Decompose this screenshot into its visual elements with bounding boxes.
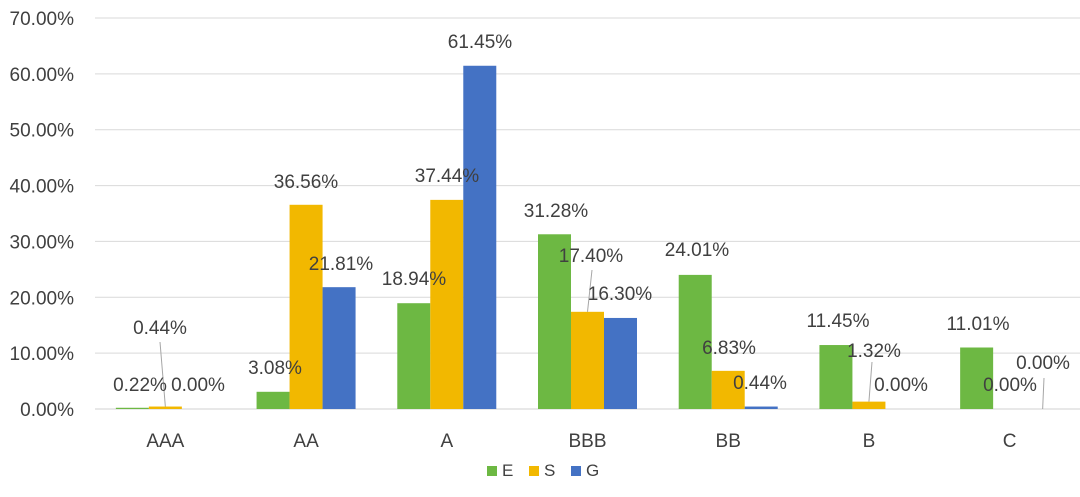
bar <box>256 391 290 409</box>
bar <box>852 401 886 409</box>
data-label: 17.40% <box>559 246 624 267</box>
bar <box>115 407 149 409</box>
bar <box>322 287 356 409</box>
y-tick-label: 20.00% <box>10 288 75 309</box>
y-tick-label: 0.00% <box>20 400 74 421</box>
bar <box>678 274 712 409</box>
x-category-label: BBB <box>568 431 606 452</box>
data-label: 31.28% <box>524 201 589 222</box>
bar <box>463 65 497 409</box>
bar <box>289 204 323 409</box>
x-category-label: C <box>1003 431 1017 452</box>
legend-label: E <box>502 461 513 480</box>
bar <box>744 406 778 409</box>
x-category-label: BB <box>716 431 741 452</box>
data-label: 11.45% <box>806 311 869 332</box>
bars <box>115 65 994 409</box>
data-label: 6.83% <box>702 338 756 359</box>
data-label: 11.01% <box>946 314 1009 335</box>
bar <box>711 370 745 409</box>
data-label: 24.01% <box>665 240 730 261</box>
legend-swatch <box>487 466 497 476</box>
bar <box>604 317 637 409</box>
bar <box>538 234 571 409</box>
legend-swatch <box>571 466 581 476</box>
leader-line <box>1042 377 1045 410</box>
data-label: 1.32% <box>847 341 901 362</box>
y-tick-label: 70.00% <box>10 9 75 30</box>
data-label: 0.00% <box>1016 353 1070 374</box>
legend-swatch <box>529 466 539 476</box>
data-label: 3.08% <box>248 358 302 379</box>
x-category-label: AAA <box>146 431 184 452</box>
data-labels: 0.22% 3.08% 18.94% 31.28% 24.01% 11.45% 11.01%… <box>113 32 1070 396</box>
leader-line <box>868 361 873 402</box>
leader-line <box>587 269 593 312</box>
y-tick-label: 50.00% <box>10 121 75 142</box>
bar <box>397 303 431 409</box>
data-label: 0.44% <box>733 373 787 394</box>
data-label: 0.22% <box>113 375 167 396</box>
data-label: 0.00% <box>171 375 225 396</box>
y-tick-label: 10.00% <box>10 344 75 365</box>
x-category-label: A <box>440 431 453 452</box>
leader-line <box>159 341 166 407</box>
legend-label: S <box>544 461 555 480</box>
data-label: 0.00% <box>874 375 928 396</box>
data-label: 18.94% <box>382 269 447 290</box>
gridlines <box>95 17 1080 410</box>
data-label: 21.81% <box>309 254 374 275</box>
x-category-label: AA <box>293 431 319 452</box>
y-tick-label: 60.00% <box>10 65 75 86</box>
x-category-label: B <box>863 431 876 452</box>
label-leader-lines <box>159 269 1045 410</box>
data-label: 0.00% <box>983 375 1037 396</box>
bar <box>430 199 464 409</box>
bar <box>960 347 994 409</box>
data-label: 16.30% <box>588 284 653 305</box>
legend-label: G <box>586 461 599 480</box>
bar <box>819 345 853 409</box>
bar <box>571 311 604 409</box>
data-label: 37.44% <box>415 166 480 187</box>
bar <box>148 406 182 409</box>
data-label: 61.45% <box>448 32 513 53</box>
data-label: 0.44% <box>133 318 187 339</box>
x-axis-categories: AAA AA A BBB BB B C <box>146 431 1016 452</box>
data-label: 36.56% <box>274 172 339 193</box>
y-tick-label: 40.00% <box>10 177 75 198</box>
y-axis-ticks: 0.00% 10.00% 20.00% 30.00% 40.00% 50.00% 60.00… <box>10 9 75 421</box>
y-tick-label: 30.00% <box>10 232 75 253</box>
